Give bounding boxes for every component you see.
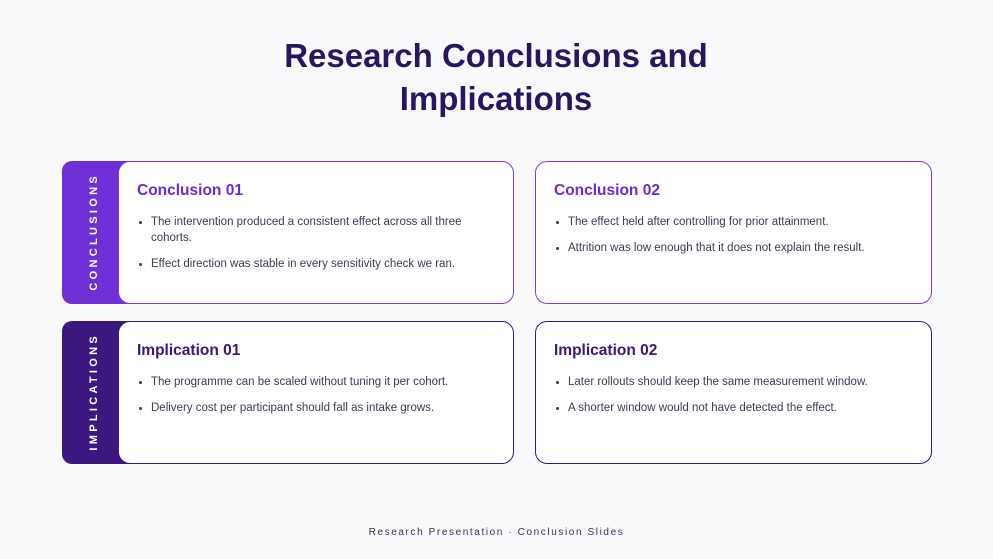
bullet: Attrition was low enough that it does no… bbox=[568, 240, 913, 256]
tab-wrap: CONCLUSIONS bbox=[62, 161, 125, 303]
bullet: The intervention produced a consistent e… bbox=[151, 214, 495, 246]
card: Conclusion 02 The effect held after contr… bbox=[535, 161, 932, 304]
bullet-list: Later rollouts should keep the same meas… bbox=[554, 374, 913, 416]
slide-title: Research Conclusions and Implications bbox=[284, 37, 708, 117]
bullet: A shorter window would not have detected… bbox=[568, 400, 913, 416]
bullet-list: The intervention produced a consistent e… bbox=[137, 214, 495, 272]
card-title: Conclusion 02 bbox=[554, 182, 660, 199]
bullet-list: The programme can be scaled without tuni… bbox=[137, 374, 495, 416]
section-label: CONCLUSIONS bbox=[87, 173, 100, 291]
bullet: The programme can be scaled without tuni… bbox=[151, 374, 495, 390]
card: Implication 02 Later rollouts should keep… bbox=[535, 321, 932, 464]
bullet: Later rollouts should keep the same meas… bbox=[568, 374, 913, 390]
card-title: Implication 02 bbox=[554, 342, 658, 359]
card-title: Implication 01 bbox=[137, 342, 241, 359]
bullet: The effect held after controlling for pr… bbox=[568, 214, 913, 230]
footer: Research Presentation · Conclusion Slide… bbox=[368, 527, 625, 538]
bullet-list: The effect held after controlling for pr… bbox=[554, 214, 913, 256]
card: Implication 01 The programme can be scale… bbox=[118, 321, 514, 464]
bullet: Effect direction was stable in every sen… bbox=[151, 256, 495, 272]
tab-wrap: IMPLICATIONS bbox=[62, 321, 125, 463]
section-label: IMPLICATIONS bbox=[87, 333, 100, 451]
bullet: Delivery cost per participant should fal… bbox=[151, 400, 495, 416]
card-title: Conclusion 01 bbox=[137, 182, 243, 199]
card: Conclusion 01 The intervention produced a… bbox=[118, 161, 514, 304]
